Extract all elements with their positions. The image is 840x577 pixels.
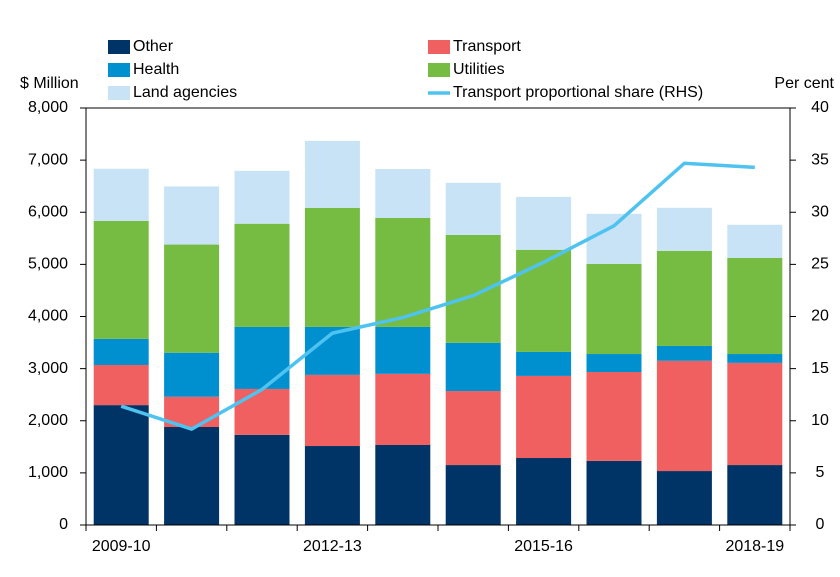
y-tick-label: 7,000 [28, 151, 68, 168]
bar [93, 220, 149, 339]
bar [304, 207, 360, 327]
bar [516, 458, 572, 525]
bar [727, 354, 783, 363]
y2-axis-label: Per cent [774, 75, 834, 92]
bar [93, 364, 149, 406]
y-tick-label: 0 [59, 516, 68, 533]
bar [445, 465, 501, 525]
bar [586, 213, 642, 264]
y-tick-label: 1,000 [28, 464, 68, 481]
bar [234, 223, 290, 327]
bar [93, 168, 149, 221]
bar [93, 405, 149, 525]
bar [304, 374, 360, 447]
bar [656, 471, 712, 525]
y2-tick-label: 20 [811, 308, 829, 325]
legend-label: Other [133, 38, 174, 55]
y2-tick-label: 10 [811, 412, 829, 429]
y2-tick-label: 0 [816, 516, 825, 533]
bar [234, 170, 290, 224]
legend-label: Utilities [453, 61, 505, 78]
y2-tick-label: 5 [816, 464, 825, 481]
bar [727, 224, 783, 258]
bar [445, 234, 501, 343]
bar [445, 391, 501, 466]
legend-label: Health [133, 61, 179, 78]
y-tick-label: 4,000 [28, 308, 68, 325]
y2-tick-label: 40 [811, 99, 829, 116]
y2-tick-label: 25 [811, 256, 829, 273]
x-tick-label: 2018-19 [725, 538, 784, 555]
bar [516, 351, 572, 376]
x-tick-label: 2012-13 [303, 538, 362, 555]
bar [164, 427, 220, 525]
legend-swatch [108, 63, 130, 77]
bar [375, 168, 431, 218]
bar [375, 444, 431, 525]
x-tick-label: 2015-16 [514, 538, 573, 555]
legend-swatch [108, 40, 130, 54]
bar [304, 140, 360, 208]
x-tick-label: 2009-10 [92, 538, 151, 555]
legend-label: Transport [453, 38, 521, 55]
bar [516, 196, 572, 250]
bar [656, 250, 712, 346]
bar [234, 434, 290, 525]
y-axis-label: $ Million [20, 75, 79, 92]
bar [234, 388, 290, 435]
y2-tick-label: 30 [811, 203, 829, 220]
y-tick-label: 5,000 [28, 256, 68, 273]
bar [516, 249, 572, 352]
legend-label: Transport proportional share (RHS) [453, 84, 703, 101]
legend-swatch [428, 63, 450, 77]
bar [516, 375, 572, 459]
bar [656, 360, 712, 472]
legend-swatch [428, 40, 450, 54]
bar [375, 326, 431, 374]
bar [375, 217, 431, 327]
line [120, 161, 755, 431]
y-tick-label: 6,000 [28, 203, 68, 220]
bar [93, 338, 149, 365]
bar [375, 373, 431, 445]
y-tick-label: 8,000 [28, 99, 68, 116]
bar [164, 352, 220, 397]
legend-label: Land agencies [133, 84, 237, 101]
bar [586, 263, 642, 355]
y2-tick-label: 15 [811, 360, 829, 377]
y-tick-label: 3,000 [28, 360, 68, 377]
y2-tick-label: 35 [811, 151, 829, 168]
y-tick-label: 2,000 [28, 412, 68, 429]
bar [164, 244, 220, 353]
bar [445, 342, 501, 392]
bar [727, 362, 783, 466]
bar [234, 326, 290, 389]
bar [656, 345, 712, 361]
bar [304, 446, 360, 525]
bar [656, 207, 712, 251]
bar [586, 372, 642, 461]
legend-swatch [108, 86, 130, 100]
bar [727, 257, 783, 355]
bar [164, 186, 220, 245]
bar [586, 354, 642, 373]
bar [586, 460, 642, 525]
bar [445, 182, 501, 235]
bar [727, 465, 783, 525]
